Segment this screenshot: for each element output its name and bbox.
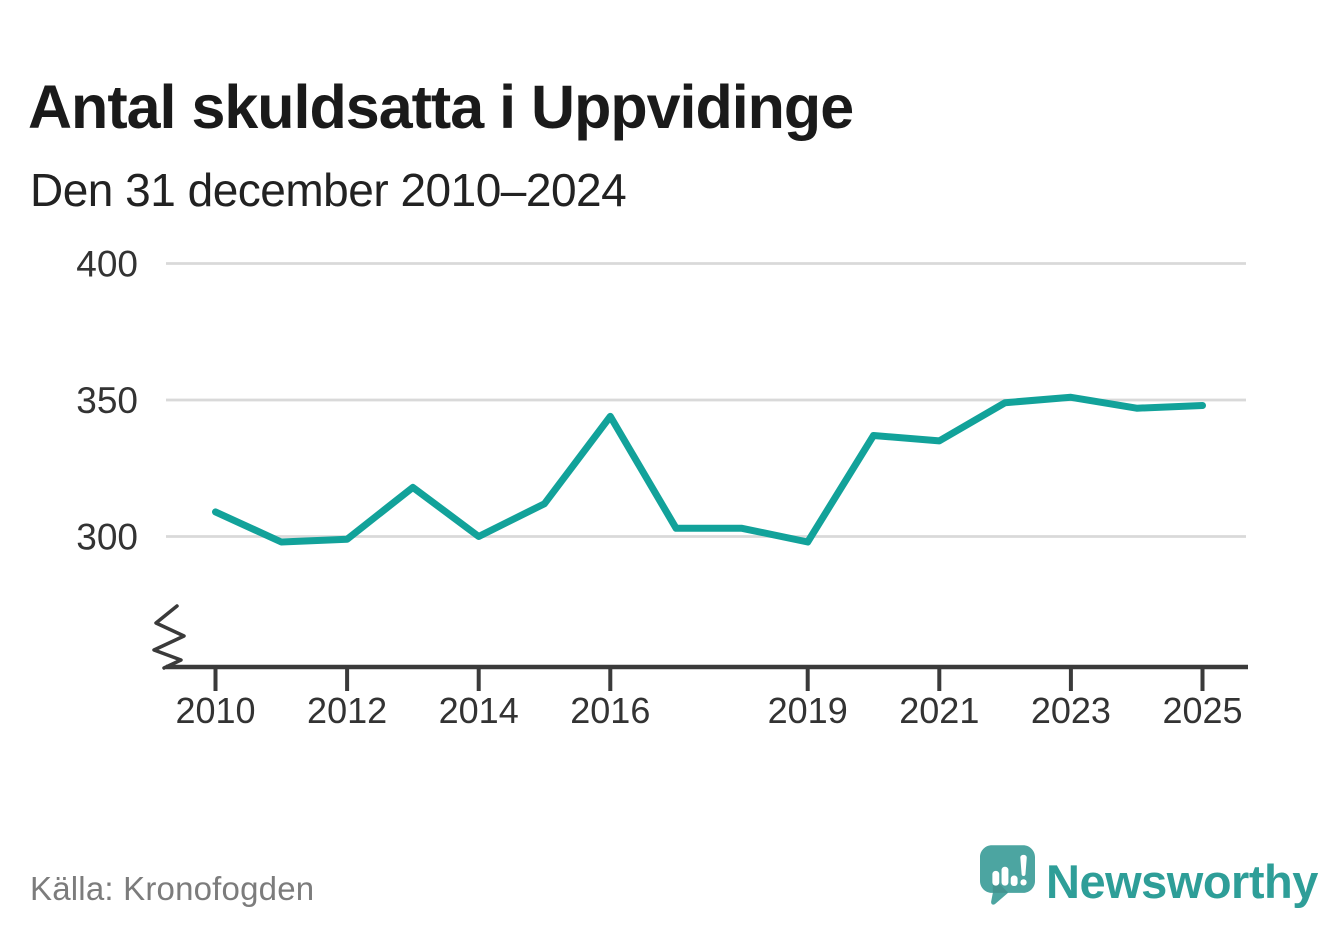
x-tick-label: 2012 [307, 690, 387, 731]
axis-break-icon [152, 604, 186, 670]
chart-subtitle: Den 31 december 2010–2024 [30, 164, 627, 216]
y-tick-label: 350 [76, 380, 138, 421]
data-line [212, 393, 1206, 546]
x-tick-label: 2025 [1162, 690, 1242, 731]
x-tick-label: 2019 [768, 690, 848, 731]
x-tick-label: 2023 [1031, 690, 1111, 731]
logo-barchart-glyph [992, 854, 1027, 887]
line-chart: 300 350 400 2010 2012 2014 2016 2019 2021 2023 202… [76, 244, 1248, 731]
x-tick-label: 2021 [899, 690, 979, 731]
y-tick-label: 300 [76, 517, 138, 558]
x-tick-label: 2010 [175, 690, 255, 731]
x-tick-label: 2016 [570, 690, 650, 731]
chart-title: Antal skuldsatta i Uppvidinge [28, 72, 854, 141]
newsworthy-logo: Newsworthy [980, 845, 1318, 915]
source-label: Källa: Kronofogden [30, 870, 315, 907]
y-tick-label: 400 [76, 244, 138, 285]
newsworthy-logo-icon [980, 845, 1035, 905]
newsworthy-logo-text: Newsworthy [1046, 855, 1318, 908]
x-tick-label: 2014 [439, 690, 519, 731]
